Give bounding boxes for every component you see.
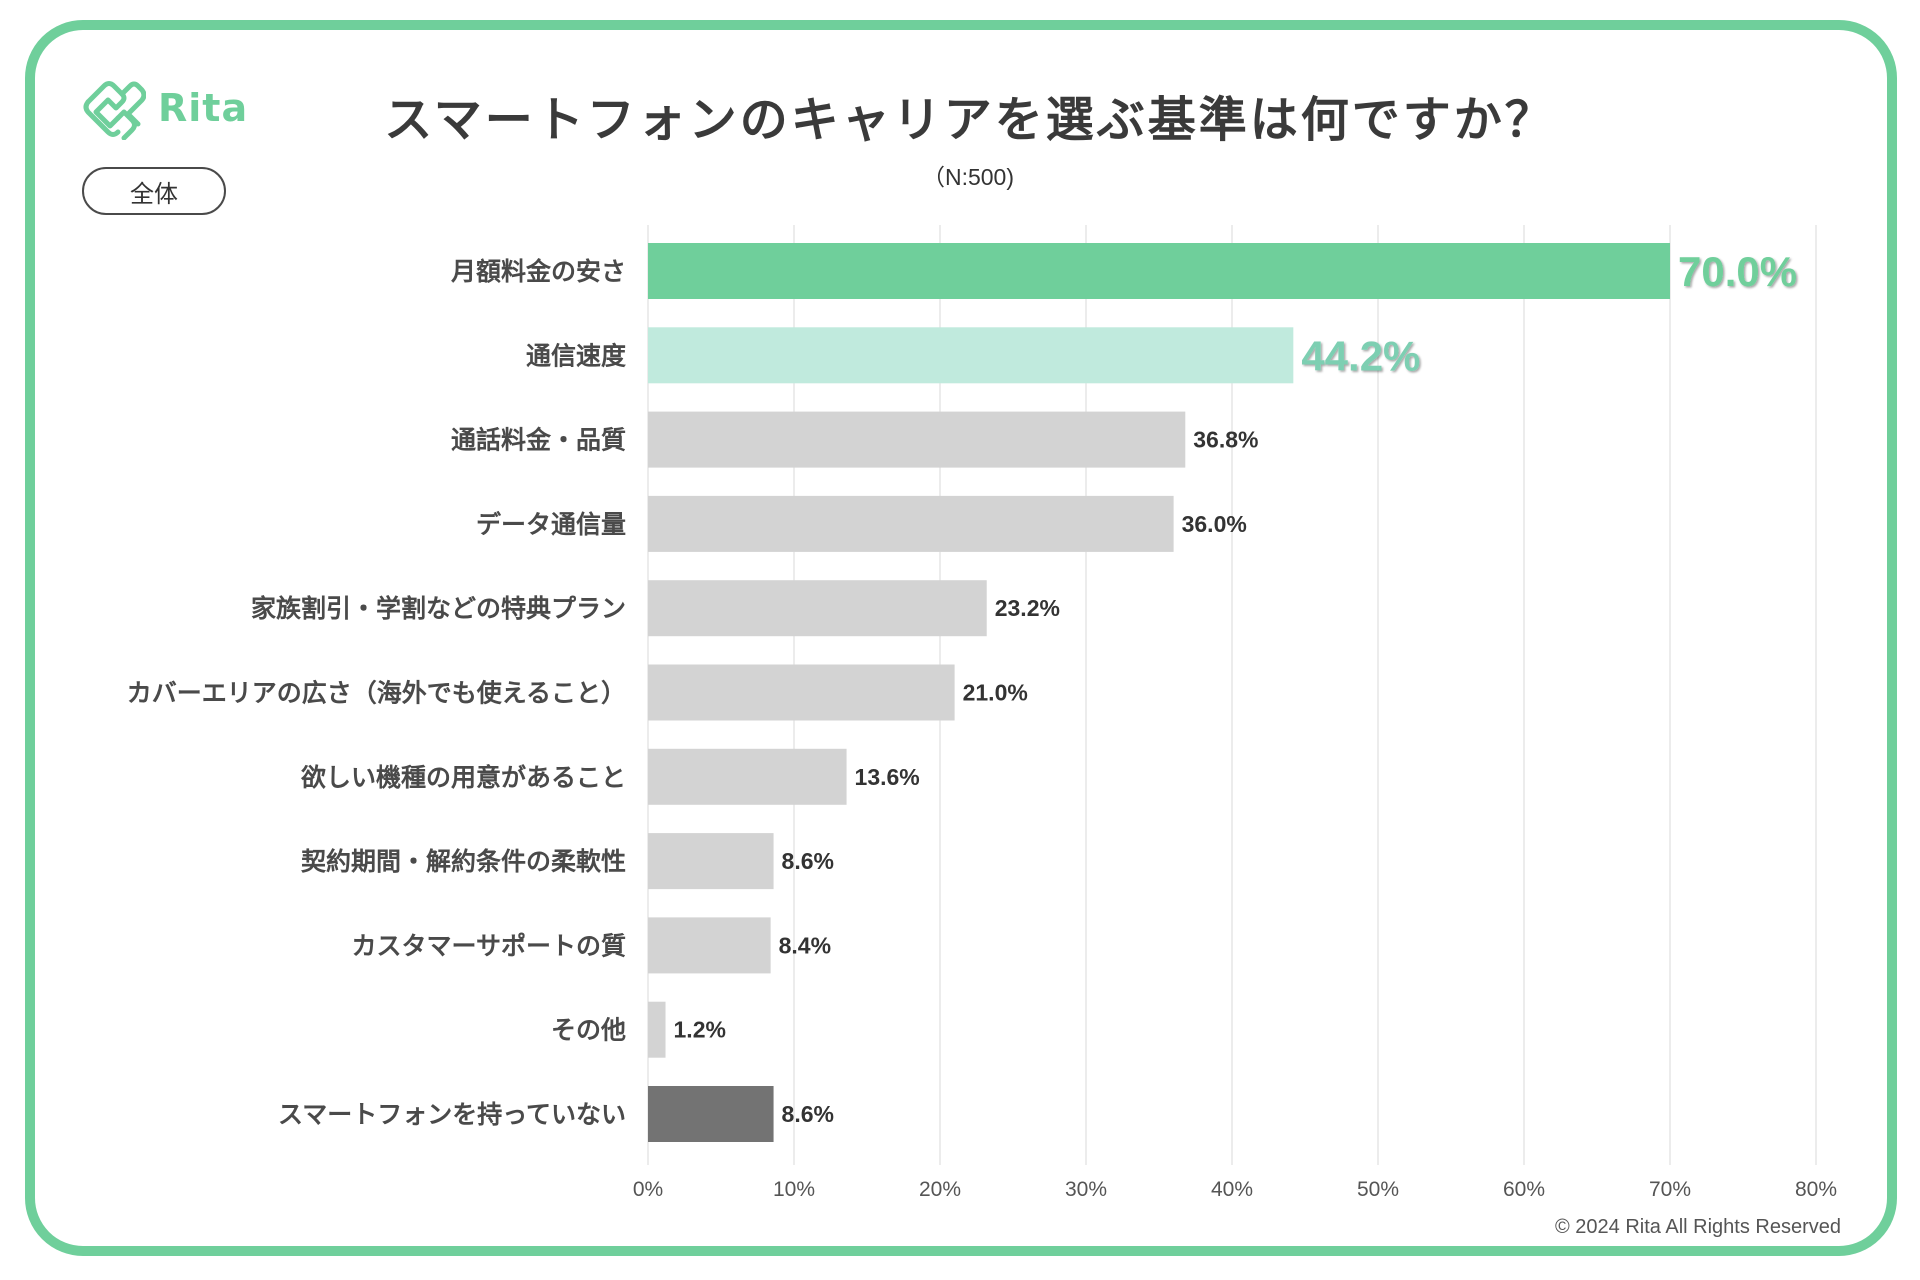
brand-name: Rita bbox=[158, 86, 249, 130]
category-label: カスタマーサポートの質 bbox=[351, 931, 626, 960]
value-label: 8.6% bbox=[782, 848, 834, 874]
category-label: 通信速度 bbox=[526, 341, 626, 370]
chart-title: スマートフォンのキャリアを選ぶ基準は何ですか？ bbox=[384, 92, 1556, 148]
chart-subtitle: （N:500) bbox=[921, 164, 1015, 190]
x-tick-label: 30% bbox=[1065, 1178, 1107, 1201]
x-tick-label: 40% bbox=[1211, 1178, 1253, 1201]
category-label: 契約期間・解約条件の柔軟性 bbox=[301, 847, 626, 876]
bar bbox=[648, 243, 1670, 299]
bar bbox=[648, 664, 955, 721]
value-label: 23.2% bbox=[995, 595, 1060, 621]
copyright-text: © 2024 Rita All Rights Reserved bbox=[1555, 1216, 1841, 1238]
x-tick-label: 50% bbox=[1357, 1178, 1399, 1201]
x-tick-label: 70% bbox=[1649, 1178, 1691, 1201]
category-label: 家族割引・学割などの特典プラン bbox=[251, 594, 626, 623]
value-label: 36.8% bbox=[1193, 427, 1258, 453]
brand-logo: Rita bbox=[82, 76, 248, 140]
bar bbox=[648, 748, 847, 805]
bar bbox=[648, 917, 771, 974]
bar bbox=[648, 327, 1294, 384]
segment-badge: 全体 bbox=[82, 167, 226, 215]
category-label: その他 bbox=[551, 1016, 626, 1045]
category-label: カバーエリアの広さ（海外でも使えること） bbox=[127, 679, 626, 708]
category-label: 月額料金の安さ bbox=[450, 257, 626, 286]
value-label: 70.0% bbox=[1678, 248, 1797, 295]
category-label: データ通信量 bbox=[476, 510, 626, 539]
rita-logo-icon bbox=[83, 81, 146, 140]
category-label: 通話料金・品質 bbox=[451, 426, 626, 455]
bar bbox=[648, 1001, 666, 1058]
bar bbox=[648, 1086, 774, 1142]
chart-frame bbox=[25, 20, 1897, 1256]
category-label: スマートフォンを持っていない bbox=[278, 1100, 626, 1129]
value-label: 21.0% bbox=[963, 680, 1028, 706]
x-tick-label: 10% bbox=[773, 1178, 815, 1201]
value-label: 8.4% bbox=[779, 932, 831, 958]
value-label: 8.6% bbox=[782, 1101, 834, 1127]
x-tick-label: 0% bbox=[633, 1178, 663, 1201]
x-tick-label: 20% bbox=[919, 1178, 961, 1201]
x-tick-label: 60% bbox=[1503, 1178, 1545, 1201]
value-label: 1.2% bbox=[674, 1017, 726, 1043]
category-label: 欲しい機種の用意があること bbox=[300, 763, 626, 792]
value-label: 36.0% bbox=[1182, 511, 1247, 537]
value-label: 44.2% bbox=[1301, 332, 1420, 379]
x-tick-label: 80% bbox=[1795, 1178, 1837, 1201]
bar bbox=[648, 411, 1186, 468]
value-label: 13.6% bbox=[855, 764, 920, 790]
bar bbox=[648, 495, 1174, 552]
bar bbox=[648, 833, 774, 890]
bar bbox=[648, 580, 987, 637]
